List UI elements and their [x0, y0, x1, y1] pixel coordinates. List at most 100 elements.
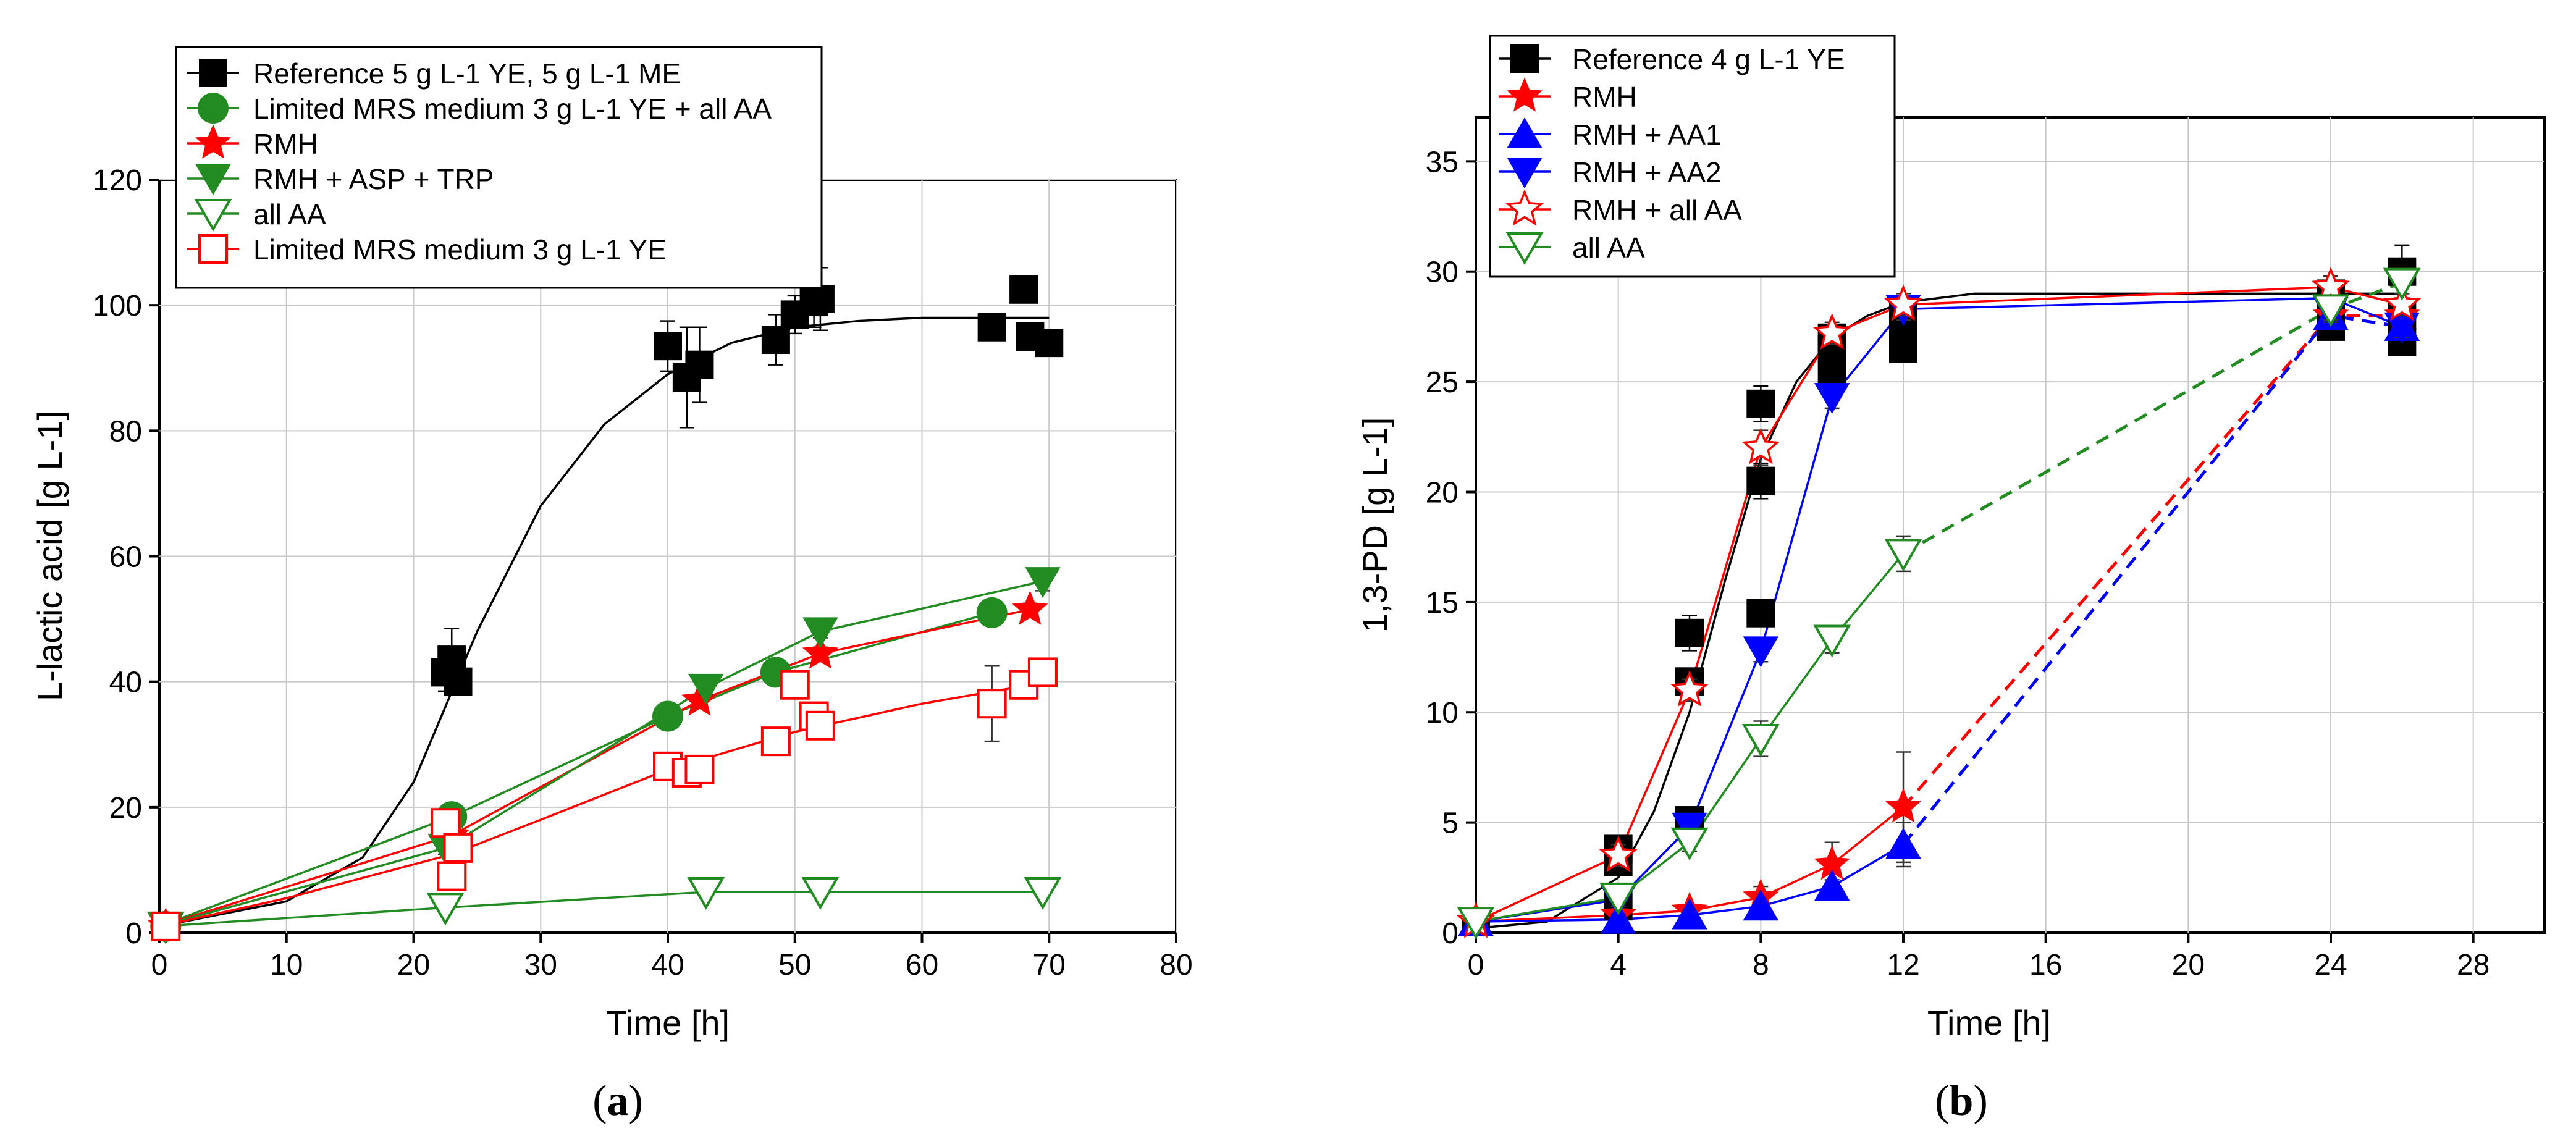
y-tick-label: 80: [109, 415, 142, 448]
x-tick-label: 20: [2172, 949, 2205, 981]
legend-item-reference-5-g-l-1-ye-5-g-l-1-me: Reference 5 g L-1 YE, 5 g L-1 ME: [187, 57, 681, 90]
data-point-reference-5-g-l-1-ye-5-g-l-1-me: [1035, 329, 1064, 358]
legend-marker-limited-mrs-medium-3-g-l-1-ye-all-aa: [198, 93, 229, 124]
data-point-rmh-asp-trp: [802, 617, 838, 649]
data-point-rmh-all-aa: [2383, 284, 2422, 321]
data-point-all-aa: [801, 876, 840, 910]
data-point-all-aa: [1813, 624, 1851, 658]
panel-a: 0 10 20 30 40 50 60 70 80 0 20 40 60 80 100 120 Time [h…: [30, 46, 1193, 1125]
y-axis-label-a: L-lactic acid [g L-1]: [30, 411, 69, 701]
data-point-limited-mrs-medium-3-g-l-1-ye: [1027, 657, 1058, 687]
data-point-rmh-aa1: [1672, 898, 1707, 930]
fit-curve-reference-4-g-l-1-ye: [1476, 292, 2402, 930]
data-point-limited-mrs-medium-3-g-l-1-ye: [684, 754, 715, 784]
legend-marker-rmh: [195, 124, 232, 159]
data-point-limited-mrs-medium-3-g-l-1-ye: [760, 726, 791, 757]
legend-item-limited-mrs-medium-3-g-l-1-ye: Limited MRS medium 3 g L-1 YE: [187, 233, 667, 266]
series-dashed-rmh: [1902, 314, 2402, 809]
data-point-rmh-aa1: [1885, 828, 1921, 859]
data-point-rmh-aa2: [1743, 636, 1779, 668]
x-tick-label: 10: [270, 949, 303, 981]
x-tick-label: 16: [2029, 949, 2062, 981]
data-point-limited-mrs-medium-3-g-l-1-ye: [805, 710, 835, 741]
data-point-rmh-all-aa: [1812, 313, 1851, 350]
data-point-all-aa: [2312, 294, 2350, 327]
x-tick-label: 12: [1887, 949, 1919, 981]
data-point-reference-5-g-l-1-ye-5-g-l-1-me: [685, 350, 714, 379]
legend-marker-rmh-all-aa: [1505, 189, 1544, 226]
plot-frame-b: [1475, 116, 2546, 934]
data-point-rmh-aa1: [1600, 902, 1636, 934]
legend-marker-rmh: [1506, 77, 1543, 112]
legend-label: RMH + all AA: [1572, 194, 1742, 226]
panel-label-a: (a): [592, 1077, 643, 1125]
legend-label: RMH: [253, 128, 318, 160]
x-tick-label: 60: [906, 949, 938, 981]
data-point-all-aa: [687, 876, 725, 910]
x-tick-label: 0: [151, 949, 168, 981]
data-point-all-aa: [1741, 724, 1780, 757]
data-point-reference-4-g-l-1-ye: [1746, 599, 1775, 628]
y-tick-label: 25: [1426, 366, 1458, 399]
legend-label: all AA: [1572, 232, 1645, 264]
x-tick-label: 20: [397, 949, 430, 981]
x-tick-label: 30: [524, 949, 557, 981]
y-tick-label: 30: [1426, 256, 1458, 289]
data-point-all-aa: [1457, 907, 1495, 940]
data-point-reference-5-g-l-1-ye-5-g-l-1-me: [806, 285, 835, 314]
x-tick-label: 80: [1160, 949, 1192, 981]
data-point-limited-mrs-medium-3-g-l-1-ye: [443, 833, 473, 863]
data-point-limited-mrs-medium-3-g-l-1-ye: [977, 689, 1007, 719]
legend-marker-reference-4-g-l-1-ye: [1510, 44, 1539, 73]
data-point-rmh-all-aa: [1741, 427, 1780, 464]
legend-marker-limited-mrs-medium-3-g-l-1-ye: [198, 234, 228, 264]
data-point-all-aa: [1884, 539, 1922, 572]
panel-letter-a: a: [607, 1077, 629, 1125]
y-tick-label: 20: [109, 792, 142, 825]
data-point-all-aa: [2383, 267, 2421, 301]
legend-marker-all-aa: [1505, 232, 1544, 266]
grid-b: [1476, 117, 2544, 933]
data-point-reference-5-g-l-1-ye-5-g-l-1-me: [977, 313, 1006, 342]
legend-marker-all-aa: [194, 199, 232, 232]
legend-item-all-aa: all AA: [1499, 232, 1645, 266]
x-tick-label: 50: [778, 949, 811, 981]
axes-b: 0 4 8 12 16 20 24 28 0 5 10 15 20 25 30 35: [1426, 146, 2490, 981]
y-tick-label: 5: [1442, 807, 1458, 840]
legend-item-all-aa: all AA: [187, 198, 326, 232]
y-tick-label: 20: [1426, 476, 1458, 509]
panel-b: 0 4 8 12 16 20 24 28 0 5 10 15 20 25 30 35 Time [h] 1,3…: [1355, 35, 2546, 1125]
panel-letter-b: b: [1950, 1077, 1974, 1125]
data-point-rmh: [1012, 591, 1048, 625]
legend-box-b: [1489, 35, 1896, 278]
data-point-limited-mrs-medium-3-g-l-1-ye: [780, 670, 810, 700]
series-line-limited-mrs-medium-3-g-l-1-ye-all-aa: [159, 612, 993, 928]
data-point-reference-4-g-l-1-ye: [1675, 618, 1704, 647]
data-point-rmh-all-aa: [1884, 284, 1922, 321]
data-point-rmh-aa1: [1814, 870, 1850, 901]
legend-item-rmh: RMH: [187, 124, 318, 160]
data-point-rmh-asp-trp: [1025, 567, 1061, 599]
series-lines-a: [159, 316, 1050, 928]
series-line-rmh: [1476, 806, 1905, 923]
y-tick-label: 15: [1426, 587, 1458, 620]
data-point-reference-4-g-l-1-ye: [1889, 334, 1917, 363]
data-point-rmh-all-aa: [1670, 670, 1709, 707]
data-point-all-aa: [1670, 827, 1709, 860]
data-point-reference-5-g-l-1-ye-5-g-l-1-me: [444, 667, 473, 696]
legend-label: RMH + AA1: [1572, 119, 1722, 151]
data-point-reference-5-g-l-1-ye-5-g-l-1-me: [761, 326, 790, 355]
data-point-rmh: [1885, 788, 1922, 823]
legend-label: Limited MRS medium 3 g L-1 YE + all AA: [253, 93, 772, 125]
legend-marker-rmh-asp-trp: [195, 164, 231, 196]
y-tick-label: 120: [93, 164, 142, 197]
legend-item-rmh-asp-trp: RMH + ASP + TRP: [187, 163, 494, 196]
y-axis-label-b: 1,3-PD [g L-1]: [1355, 418, 1394, 633]
data-point-reference-4-g-l-1-ye: [1746, 389, 1775, 418]
plot-area-a: [146, 266, 1064, 944]
series-line-rmh-aa2: [1476, 296, 2402, 923]
y-tick-label: 0: [125, 917, 142, 950]
data-point-all-aa: [426, 893, 465, 926]
legend-a: Reference 5 g L-1 YE, 5 g L-1 MELimited …: [175, 46, 823, 289]
